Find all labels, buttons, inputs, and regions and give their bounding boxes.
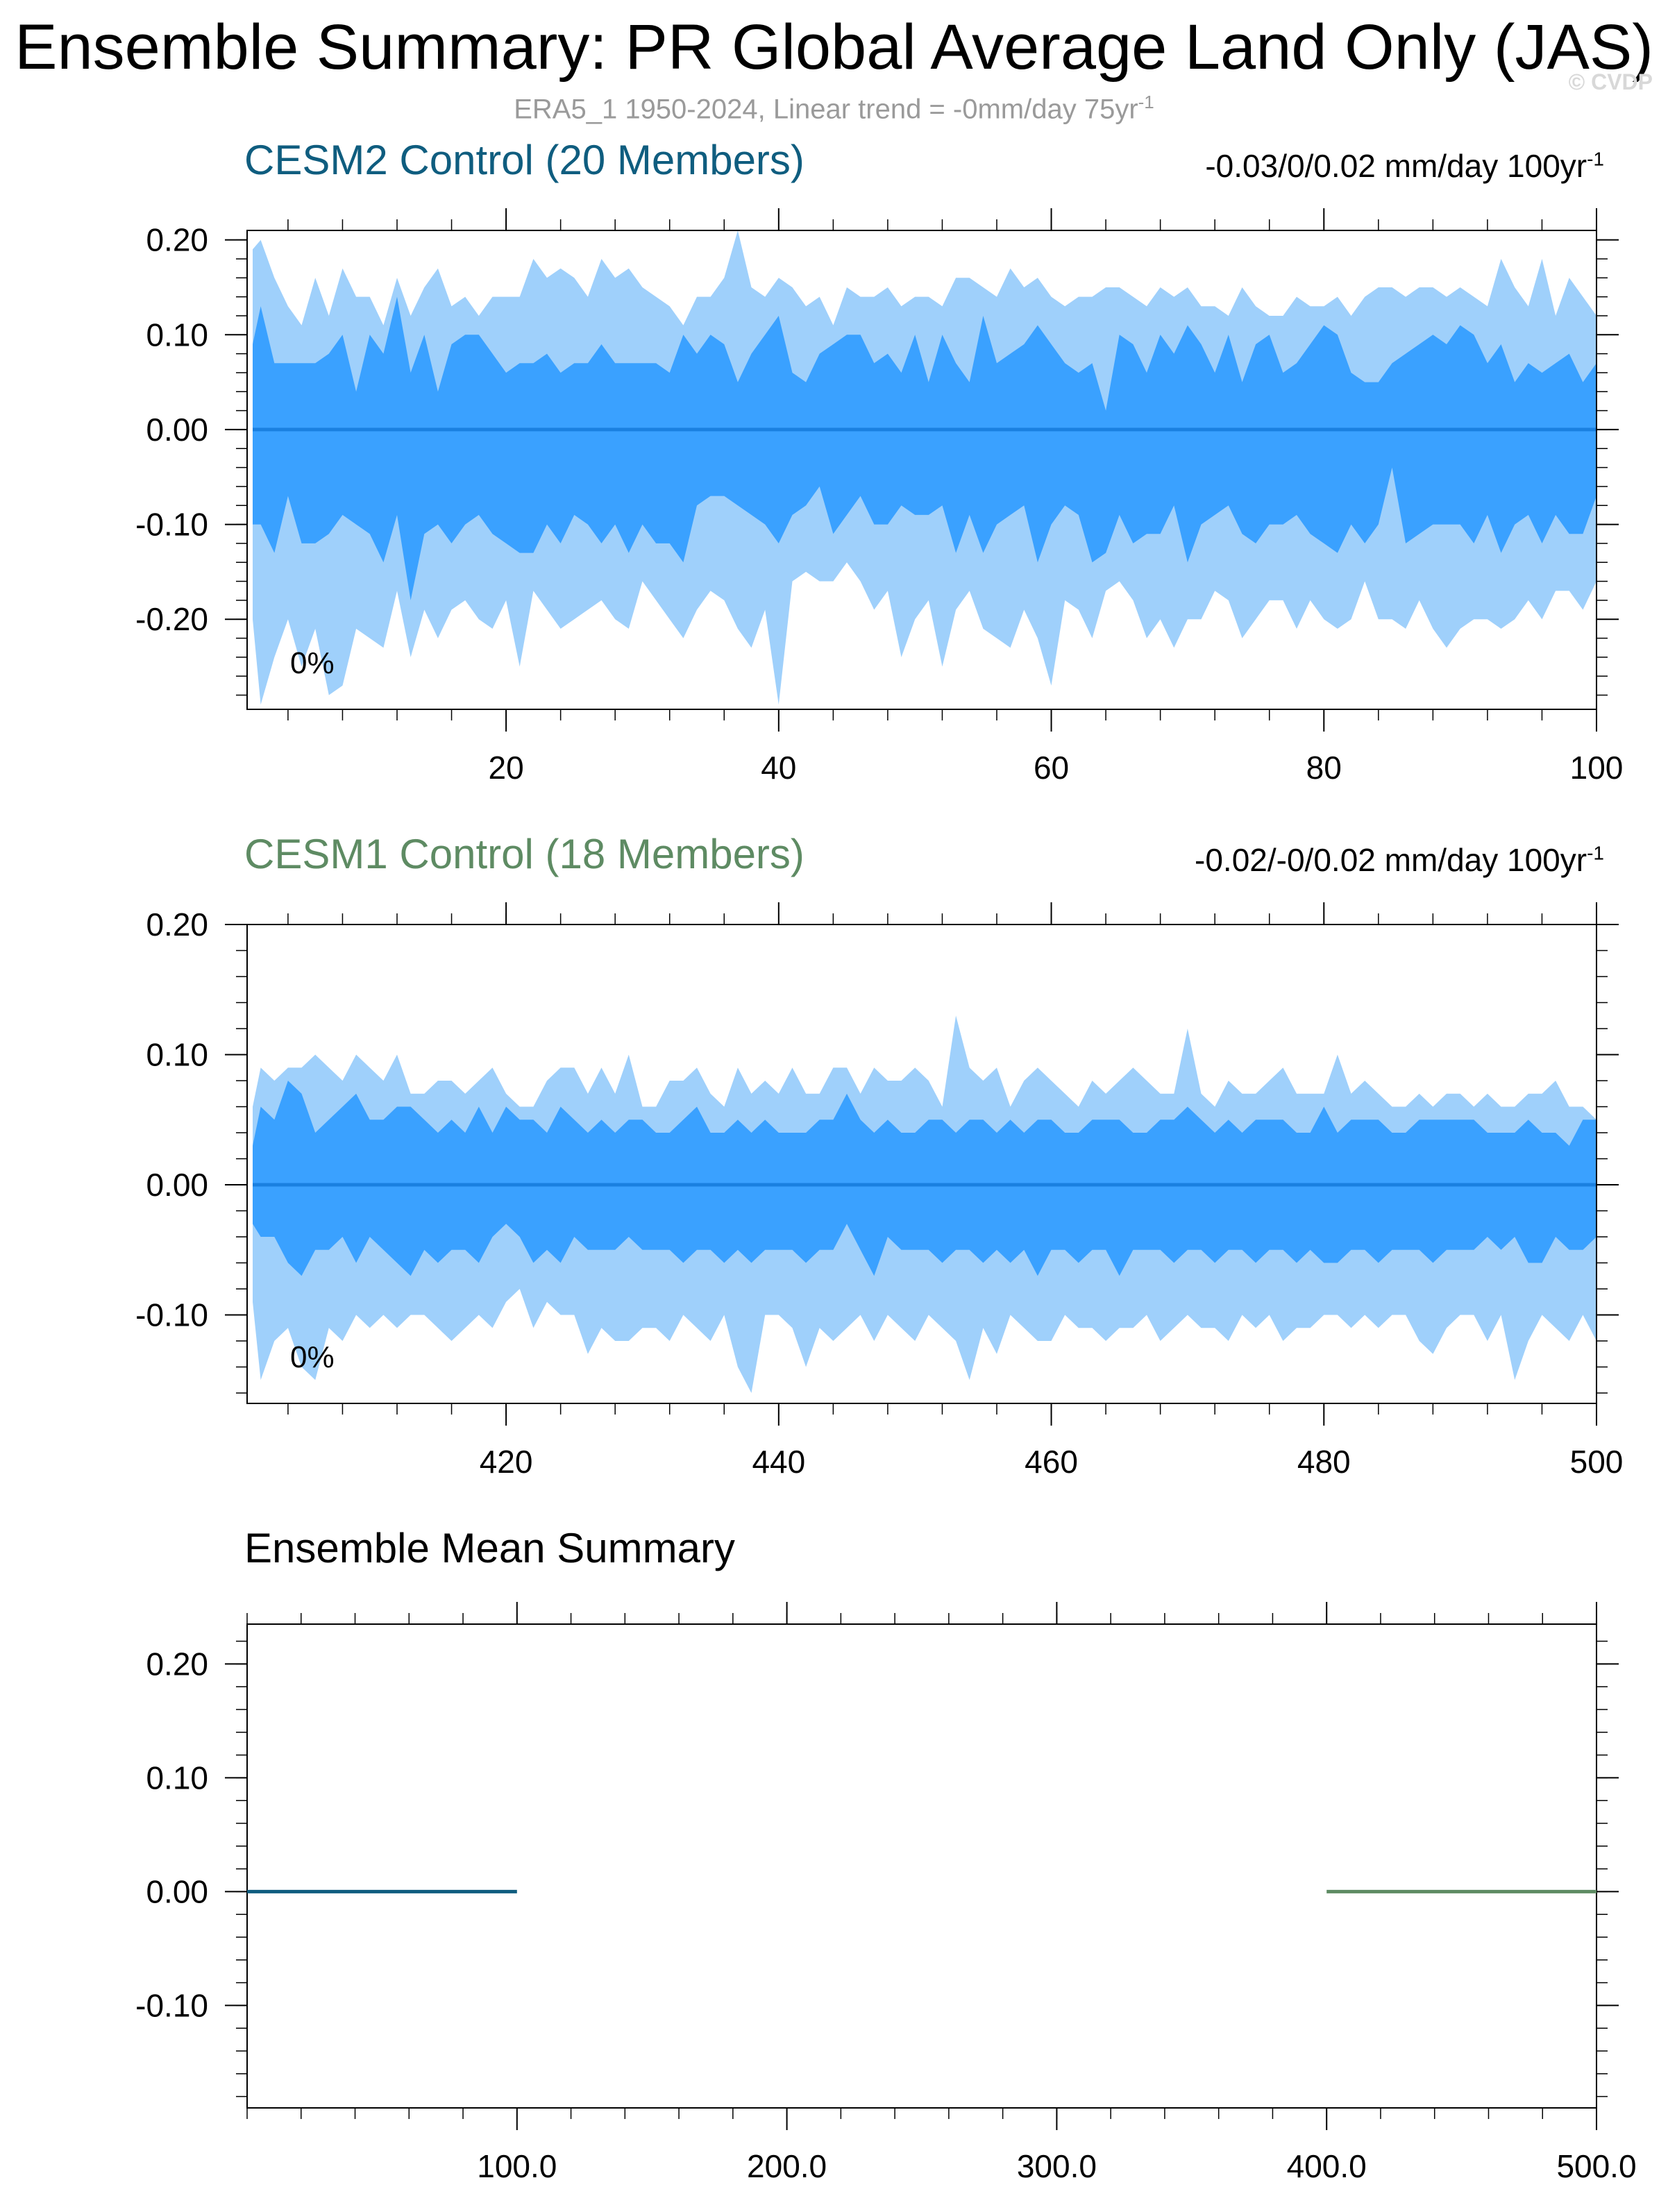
panel2-stat: -0.02/-0/0.02 mm/day 100yr-1: [1195, 841, 1604, 879]
cesm1-ytick-label: 0.20: [146, 906, 208, 943]
panel2-title-text: CESM1 Control (18 Members): [244, 831, 804, 877]
cesm1-percent-label: 0%: [290, 1340, 335, 1374]
cesm1-xtick-label: 480: [1297, 1444, 1351, 1480]
panel1-stat: -0.03/0/0.02 mm/day 100yr-1: [1205, 147, 1604, 185]
mean-xtick-label: 400.0: [1287, 2148, 1367, 2184]
cesm1-inner-band: [253, 1081, 1597, 1276]
cesm2-xtick-label: 40: [761, 750, 796, 786]
subtitle-superscript: -1: [1138, 92, 1154, 112]
cesm1-ytick-label: -0.10: [135, 1297, 208, 1333]
cesm2-ytick-label: 0.00: [146, 412, 208, 448]
mean-xtick-label: 200.0: [747, 2148, 827, 2184]
cesm1-xtick-label: 500: [1570, 1444, 1624, 1480]
cesm1-xtick-label: 420: [480, 1444, 533, 1480]
subtitle: ERA5_1 1950-2024, Linear trend = -0mm/da…: [0, 92, 1668, 125]
cesm1-frame: [246, 924, 1597, 1404]
cesm2-frame: [246, 230, 1597, 710]
cesm2-xtick-label: 20: [489, 750, 524, 786]
cesm2-ytick-label: -0.20: [135, 601, 208, 637]
cesm2-xtick-label: 60: [1034, 750, 1069, 786]
mean-ytick-label: 0.10: [146, 1759, 208, 1796]
panel3-title: Ensemble Mean Summary: [244, 1524, 735, 1572]
panel1-title-text: CESM2 Control (20 Members): [244, 137, 804, 183]
panel1-stat-text: -0.03/0/0.02 mm/day 100yr: [1205, 148, 1587, 184]
cesm2-ytick-label: 0.10: [146, 316, 208, 353]
cesm2-ytick-label: -0.10: [135, 507, 208, 543]
panel2-title: CESM1 Control (18 Members): [244, 830, 804, 878]
cesm2-xtick-label: 100: [1570, 750, 1624, 786]
panel1-title: CESM2 Control (20 Members): [244, 136, 804, 184]
watermark: © CVDP: [1568, 69, 1653, 94]
mean-ytick-label: -0.10: [135, 1987, 208, 2023]
subtitle-text: ERA5_1 1950-2024, Linear trend = -0mm/da…: [514, 94, 1138, 125]
cesm2-inner-band: [253, 296, 1597, 600]
cesm1-xtick-label: 460: [1025, 1444, 1078, 1480]
cesm2-xtick-label: 80: [1306, 750, 1342, 786]
cesm1-ytick-label: 0.10: [146, 1037, 208, 1073]
cesm2-chart: 0.20 0.10 0.00 -0.10 -0.20 20 40 60 80 100 0%: [135, 208, 1624, 786]
cesm2-ytick-label: 0.20: [146, 222, 208, 258]
panel2-stat-sup: -1: [1587, 842, 1604, 864]
cesm2-percent-label: 0%: [290, 646, 335, 680]
main-title: Ensemble Summary: PR Global Average Land…: [15, 12, 1653, 83]
mean-xtick-label: 300.0: [1017, 2148, 1097, 2184]
mean-ytick-label: 0.00: [146, 1873, 208, 1909]
cesm1-chart: 0.20 0.10 0.00 -0.10 420 440 460 480 500 0%: [135, 902, 1624, 1480]
panel1-stat-sup: -1: [1587, 148, 1604, 170]
ensemble-mean-chart: 0.20 0.10 0.00 -0.10 100.0 200.0 300.0 400.0 500…: [135, 1602, 1637, 2184]
cesm1-ytick-label: 0.00: [146, 1167, 208, 1203]
panel2-stat-text: -0.02/-0/0.02 mm/day 100yr: [1195, 842, 1587, 878]
panel3-title-text: Ensemble Mean Summary: [244, 1525, 735, 1571]
mean-frame: [246, 1623, 1597, 2109]
cesm1-xtick-label: 440: [752, 1444, 805, 1480]
mean-xtick-label: 100.0: [477, 2148, 557, 2184]
mean-xtick-label: 500.0: [1556, 2148, 1636, 2184]
mean-ytick-label: 0.20: [146, 1646, 208, 1682]
